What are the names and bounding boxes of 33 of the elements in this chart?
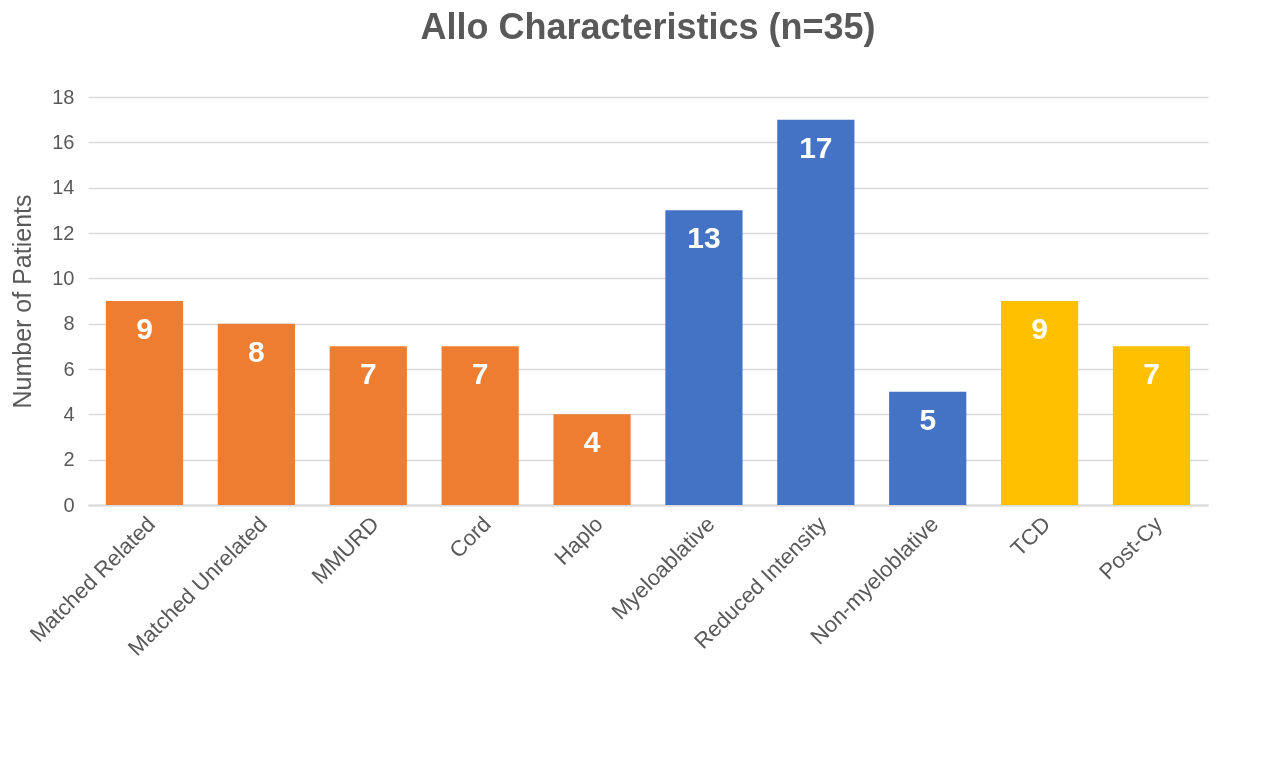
- y-axis-title: Number of Patients: [8, 194, 37, 409]
- y-tick-label: 16: [52, 130, 75, 153]
- y-tick-label: 4: [63, 402, 75, 425]
- data-label: 9: [136, 312, 153, 345]
- bar: [1001, 301, 1079, 505]
- bar: [1112, 346, 1191, 505]
- y-tick-label: 2: [63, 448, 75, 471]
- data-label: 17: [799, 130, 833, 164]
- x-tick-label: TCD: [1005, 511, 1056, 562]
- data-label: 7: [471, 357, 489, 391]
- data-label: 5: [919, 402, 937, 436]
- bar: [553, 414, 631, 505]
- bar: [665, 210, 743, 505]
- y-tick-label: 0: [63, 493, 75, 516]
- y-tick-label: 6: [63, 357, 75, 380]
- y-tick-label: 14: [52, 176, 75, 199]
- bar: [441, 346, 519, 505]
- data-label: 7: [1143, 357, 1160, 391]
- data-label: 13: [687, 221, 721, 255]
- bar: [105, 301, 184, 505]
- bar: [217, 323, 295, 505]
- y-tick-label: 10: [52, 266, 75, 289]
- data-label: 4: [583, 425, 601, 459]
- data-label: 9: [1031, 312, 1048, 345]
- bar: [889, 391, 967, 505]
- data-label: 8: [248, 334, 265, 368]
- y-tick-label: 12: [52, 221, 75, 244]
- chart-title: Allo Characteristics (n=35): [420, 6, 876, 47]
- bar: [329, 346, 407, 505]
- bar: [777, 119, 855, 505]
- y-tick-label: 8: [63, 312, 75, 335]
- y-tick-label: 18: [52, 85, 75, 108]
- data-label: 7: [359, 357, 377, 391]
